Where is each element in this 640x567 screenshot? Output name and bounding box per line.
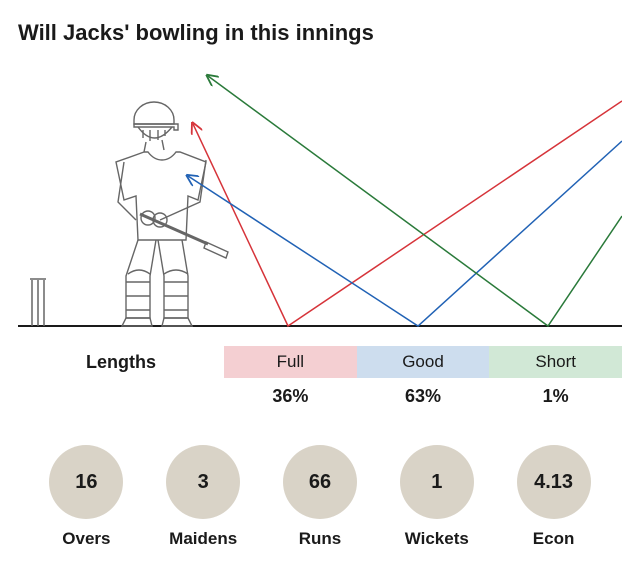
length-percent-full: 36% [224, 386, 357, 407]
length-percent-good: 63% [357, 386, 490, 407]
stat-overs: 16 Overs [49, 445, 123, 549]
chart-title: Will Jacks' bowling in this innings [18, 20, 622, 46]
lengths-label: Lengths [18, 352, 224, 373]
stat-label-econ: Econ [533, 529, 575, 549]
stat-maidens: 3 Maidens [166, 445, 240, 549]
stat-wickets: 1 Wickets [400, 445, 474, 549]
trajectories [188, 76, 622, 326]
stat-value-maidens: 3 [166, 445, 240, 519]
length-cell-good: Good [357, 346, 490, 378]
pitch-diagram [18, 66, 622, 346]
stat-label-wickets: Wickets [405, 529, 469, 549]
stat-value-overs: 16 [49, 445, 123, 519]
stats-row: 16 Overs 3 Maidens 66 Runs 1 Wickets 4.13 Econ [18, 445, 622, 549]
batsman-icon [116, 102, 228, 326]
length-bar: Lengths FullGoodShort [18, 346, 622, 378]
stat-econ: 4.13 Econ [517, 445, 591, 549]
percent-row: 36%63%1% [18, 386, 622, 407]
stat-label-maidens: Maidens [169, 529, 237, 549]
length-cell-full: Full [224, 346, 357, 378]
stat-label-runs: Runs [299, 529, 342, 549]
stat-runs: 66 Runs [283, 445, 357, 549]
diagram-svg [18, 66, 622, 346]
length-cell-short: Short [489, 346, 622, 378]
trajectory-full [193, 101, 622, 326]
stumps-icon [30, 279, 46, 326]
trajectory-good [188, 141, 622, 326]
length-percent-short: 1% [489, 386, 622, 407]
stat-label-overs: Overs [62, 529, 110, 549]
stat-value-econ: 4.13 [517, 445, 591, 519]
stat-value-wickets: 1 [400, 445, 474, 519]
stat-value-runs: 66 [283, 445, 357, 519]
